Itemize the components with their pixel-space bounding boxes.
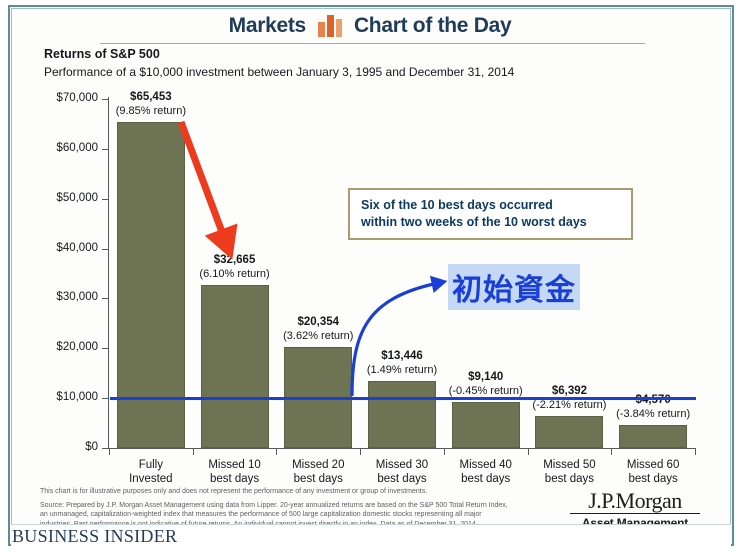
x-axis-tick-mark [192, 448, 194, 455]
bar-value-label: $4,570 [635, 394, 671, 407]
x-axis-category-label: Missed 10 best days [180, 458, 290, 486]
business-insider-strip [11, 524, 731, 551]
callout-line-1: Six of the 10 best days occurred [361, 198, 553, 212]
y-axis-tick: $20,000 [36, 341, 98, 355]
header-chart-of-the-day-label: Chart of the Day [353, 14, 512, 37]
x-axis-category-line: Missed 30 [375, 459, 429, 471]
x-axis-category-label: Missed 30 best days [347, 458, 457, 486]
bar-value-label: $65,453 [130, 90, 172, 103]
x-axis-category-line: Missed 40 [459, 459, 512, 471]
x-axis-category-line: Missed 20 [292, 459, 345, 471]
x-axis-category-label: Fully Invested [96, 458, 206, 486]
y-axis-tick-label: $50,000 [56, 191, 98, 204]
bar-return-label: (6.10% return) [199, 268, 270, 281]
x-axis-category-line: Missed 50 [543, 459, 596, 471]
x-axis-category-line: Missed 10 [208, 459, 261, 471]
bar [451, 402, 520, 448]
y-axis-tick: $10,000 [36, 391, 98, 405]
x-axis-line [108, 448, 696, 449]
x-axis-category-line: Invested [129, 473, 173, 485]
header: Markets Chart of the Day [0, 10, 740, 42]
callout-line-2: within two weeks of the 10 worst days [361, 215, 587, 229]
y-axis-tick-label: $60,000 [56, 141, 98, 154]
bar-return-label: (9.85% return) [115, 104, 186, 117]
y-axis-tick-mark [102, 248, 108, 250]
bar-value-label: $13,446 [381, 349, 423, 362]
y-axis-tick: $0 [36, 441, 98, 455]
reference-line-10000 [110, 397, 696, 401]
x-axis-category-line: best days [293, 473, 343, 485]
callout-box: Six of the 10 best days occurred within … [348, 188, 633, 240]
y-axis-tick-mark [102, 298, 108, 300]
bar [116, 121, 185, 448]
y-axis-tick-mark [102, 348, 108, 350]
y-axis-tick: $60,000 [36, 142, 98, 156]
bar-return-label: (-0.45% return) [448, 385, 523, 398]
x-axis-tick-mark [527, 448, 529, 455]
bar-value-label: $6,392 [551, 385, 588, 398]
y-axis-tick-mark [102, 198, 108, 200]
japanese-annotation: 初始資金 [448, 264, 580, 310]
y-axis-tick-label: $20,000 [56, 341, 98, 354]
x-axis-category-line: best days [628, 473, 678, 485]
y-axis-tick-label: $70,000 [56, 92, 98, 104]
x-axis-category-label: Missed 50 best days [514, 458, 624, 486]
bar [535, 416, 604, 448]
bar-chart-icon [317, 15, 342, 37]
business-insider-logo: BUSINESS INSIDER [12, 526, 178, 546]
x-axis-category-line: best days [209, 473, 260, 485]
y-axis-tick-mark [102, 398, 108, 400]
x-axis-tick-mark [695, 448, 696, 455]
x-axis-tick-mark [443, 448, 445, 455]
x-axis-category-line: best days [461, 473, 511, 485]
y-axis-tick-label: $40,000 [56, 241, 98, 254]
page-subtitle: Performance of a $10,000 investment betw… [44, 65, 515, 79]
x-axis-category-line: Fully [138, 459, 163, 471]
x-axis-tick-mark [611, 448, 613, 455]
x-axis-category-line: best days [544, 473, 595, 485]
x-axis-category-label: Missed 40 best days [431, 458, 541, 486]
x-axis-category-label: Missed 20 best days [263, 458, 373, 486]
x-axis-category-line: best days [377, 473, 427, 485]
bar [200, 285, 269, 448]
bar-value-label: $20,354 [297, 315, 340, 328]
bar-return-label: (3.62% return) [283, 329, 354, 342]
bar-value-label: $9,140 [468, 371, 504, 384]
bar-return-label: (-3.84% return) [616, 408, 691, 421]
header-divider [100, 43, 645, 44]
x-axis-category-label: Missed 60 best days [598, 458, 708, 486]
y-axis-tick-label: $30,000 [56, 291, 98, 304]
y-axis-tick: $40,000 [36, 242, 98, 256]
y-axis-tick-mark [102, 99, 108, 100]
y-axis-tick: $30,000 [36, 291, 98, 305]
bar-return-label: (-2.21% return) [532, 399, 607, 412]
x-axis-tick-mark [109, 448, 110, 455]
y-axis-tick-label: $10,000 [56, 391, 98, 404]
bar [619, 425, 688, 448]
x-axis-category-line: Missed 60 [626, 459, 680, 471]
y-axis-line [108, 97, 109, 449]
header-markets-label: Markets [228, 14, 307, 37]
y-axis-tick-label: $0 [85, 441, 98, 453]
x-axis-tick-mark [360, 448, 362, 455]
disclaimer-line-1: This chart is for illustrative purposes … [40, 488, 428, 495]
y-axis-tick: $70,000 [36, 92, 98, 106]
y-axis-tick: $50,000 [36, 192, 98, 206]
footer-disclaimer: This chart is for illustrative purposes … [40, 487, 510, 529]
page-title: Returns of S&P 500 [44, 47, 160, 61]
bar-value-label: $32,665 [213, 254, 256, 267]
y-axis-tick-mark [102, 148, 108, 150]
y-axis-tick-mark [102, 448, 108, 449]
jpmorgan-name: J.P.Morgan [570, 489, 700, 514]
x-axis-tick-mark [276, 448, 278, 455]
